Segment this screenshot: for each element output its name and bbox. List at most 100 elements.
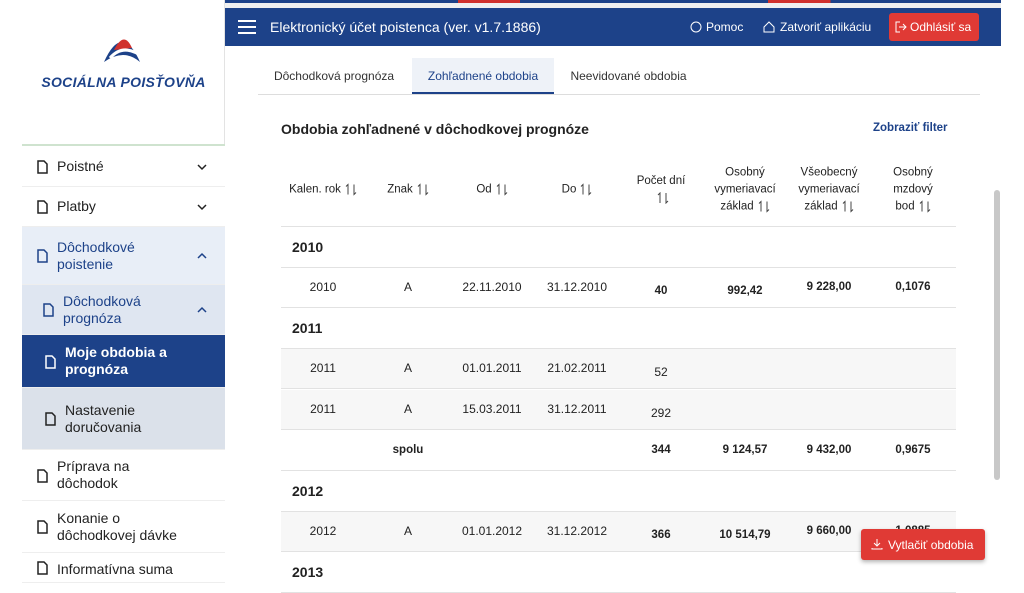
sort-icon[interactable] [345,183,357,196]
table-cell: 9 432,00 [806,444,852,456]
menu-item[interactable]: Dôchodková prognóza [22,285,225,335]
sort-icon[interactable] [580,183,592,196]
close-link[interactable]: Zatvoriť aplikáciu [780,20,872,34]
year-group-header: 2010 [292,239,324,255]
periods-table: Kalen. rok Znak Od Do Počet dní Osobný vymeri… [281,165,956,593]
help-link[interactable]: Pomoc [706,20,744,34]
menu-item[interactable]: Moje obdobia a prognóza [22,335,225,388]
table-cell: 9 228,00 [806,281,852,293]
table-cell: 52 [654,365,668,379]
menu-label: Príprava na dôchodok [57,458,130,491]
sort-icon[interactable] [919,200,931,213]
filter-link[interactable]: Zobraziť filter [873,122,948,134]
top-bar: Elektronický účet poistenca (ver. v1.7.1… [225,8,1001,46]
column-header[interactable]: Osobný mzdový bod [883,165,943,216]
column-header[interactable]: Od [467,182,517,199]
table-cell: 40 [654,285,668,297]
table-cell: 292 [650,406,672,420]
logo-text: SOCIÁLNA POISŤOVŇA [41,74,206,90]
logo-mark [104,39,145,62]
menu-item[interactable]: Poistné [22,146,225,187]
tab[interactable]: Neevidované obdobia [570,69,687,83]
column-header[interactable]: Osobný vymeriavací základ [710,165,780,216]
menu-icon [37,159,48,174]
table-cell: 2011 [310,361,336,375]
table-cell: 2010 [309,280,337,294]
chevron [197,306,207,313]
table-cell: 2012 [309,524,337,538]
menu-item[interactable]: Nastavenie doručovania [22,388,225,450]
table-cell: 31.12.2010 [546,280,608,294]
logout-label: Odhlásiť sa [910,20,972,34]
tab[interactable]: Dôchodková prognóza [273,69,395,83]
table-cell: 10 514,79 [719,529,771,541]
chevron [197,252,207,259]
column-header[interactable]: Znak [383,182,433,199]
download-icon [871,539,883,550]
row-divider [281,511,956,512]
menu-icon [37,200,48,214]
column-label: Kalen. rok [289,183,341,196]
column-label: Od [476,183,492,196]
table-cell: 0,1076 [895,281,931,293]
column-label: Znak [387,183,413,196]
print-button[interactable]: Vytlačiť obdobia [861,529,985,560]
app-title: Elektronický účet poistenca (ver. v1.7.1… [270,19,541,35]
table-row [281,268,956,308]
year-group-header: 2012 [292,483,324,499]
table-cell: 31.12.2011 [547,402,607,416]
column-label: Osobný mzdový bod [893,166,933,213]
table-cell: 366 [651,529,671,541]
menu-label: Informatívna suma [57,561,173,577]
section-title: Obdobia zohľadnené v dôchodkovej prognóz… [281,121,589,137]
menu-item[interactable]: Platby [22,187,225,227]
sort-icon[interactable] [842,200,854,213]
menu-label: Konanie o dôchodkovej dávke [57,509,177,543]
column-label: Všeobecný vymeriavací základ [798,166,860,213]
table-cell: 15.03.2011 [462,402,522,416]
sort-icon[interactable] [758,200,770,213]
table-cell: 0,9675 [895,444,931,456]
table-cell: A [403,280,413,294]
column-label: Počet dní [636,175,686,187]
table-cell: A [403,524,413,538]
column-header[interactable]: Počet dní [631,173,691,207]
sort-icon[interactable] [417,183,429,196]
table-cell: 31.12.2012 [546,524,608,538]
content-panel [258,56,980,576]
sort-icon[interactable] [657,191,669,205]
print-label: Vytlačiť obdobia [888,538,974,552]
table-cell: 21.02.2011 [547,361,607,375]
tab-divider [258,94,980,95]
table-cell: 992,42 [727,285,763,297]
menu-item[interactable]: Príprava na dôchodok [22,450,225,501]
sort-icon[interactable] [496,183,508,196]
table-row [281,390,956,430]
table-cell: A [403,402,413,416]
menu-item[interactable]: Dôchodkové poistenie [22,227,225,285]
table-cell: 2011 [310,402,336,416]
column-header[interactable]: Všeobecný vymeriavací základ [789,165,869,216]
menu-label: Platby [57,198,96,214]
column-header[interactable]: Kalen. rok [288,182,358,199]
table-cell: spolu [392,444,424,456]
table-cell: 9 124,57 [722,444,768,456]
row-divider [281,348,956,349]
help-icon [690,21,702,33]
column-header[interactable]: Do [552,182,602,199]
menu-item[interactable]: Konanie o dôchodkovej dávke [22,501,225,553]
logout-button[interactable]: Odhlásiť sa [889,13,979,41]
menu-icon [37,468,48,483]
table-row [281,431,956,471]
chevron [197,204,207,211]
year-group-header: 2011 [292,320,323,336]
home-icon [763,21,775,33]
logo: SOCIÁLNA POISŤOVŇA [22,0,225,146]
tab[interactable]: Zohľadnené obdobia [412,58,554,94]
app: SOCIÁLNA POISŤOVŇA Poistné Platby Dôchodko… [22,0,1001,593]
menu-icon[interactable] [237,19,257,35]
menu-label: Poistné [57,157,104,174]
menu-icon [37,561,48,575]
menu-icon [45,354,56,369]
scrollbar [994,190,1000,480]
